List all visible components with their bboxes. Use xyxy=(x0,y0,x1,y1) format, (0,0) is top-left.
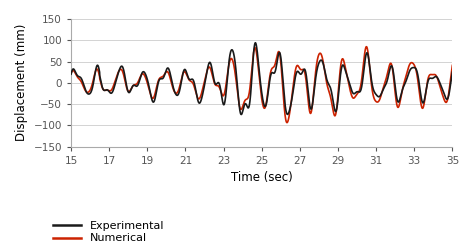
X-axis label: Time (sec): Time (sec) xyxy=(231,171,292,184)
Line: Experimental: Experimental xyxy=(71,43,452,115)
Numerical xyxy=(231,66,237,69)
Experimental xyxy=(419,99,425,102)
Experimental xyxy=(68,73,74,76)
Experimental xyxy=(449,71,455,74)
Numerical xyxy=(284,121,290,124)
Experimental xyxy=(253,41,258,44)
Experimental xyxy=(228,49,234,52)
Numerical xyxy=(249,63,255,66)
Numerical xyxy=(68,72,74,75)
Experimental xyxy=(231,56,237,59)
Experimental xyxy=(346,78,351,81)
Numerical xyxy=(228,57,234,60)
Numerical xyxy=(438,88,444,91)
Numerical xyxy=(419,106,425,109)
Numerical xyxy=(346,80,351,83)
Numerical xyxy=(364,45,369,48)
Experimental xyxy=(249,68,255,71)
Experimental xyxy=(238,113,244,116)
Numerical xyxy=(449,64,455,67)
Line: Numerical: Numerical xyxy=(71,47,452,123)
Legend: Experimental, Numerical: Experimental, Numerical xyxy=(53,221,164,244)
Y-axis label: Displacement (mm): Displacement (mm) xyxy=(15,24,28,141)
Experimental xyxy=(438,84,444,87)
